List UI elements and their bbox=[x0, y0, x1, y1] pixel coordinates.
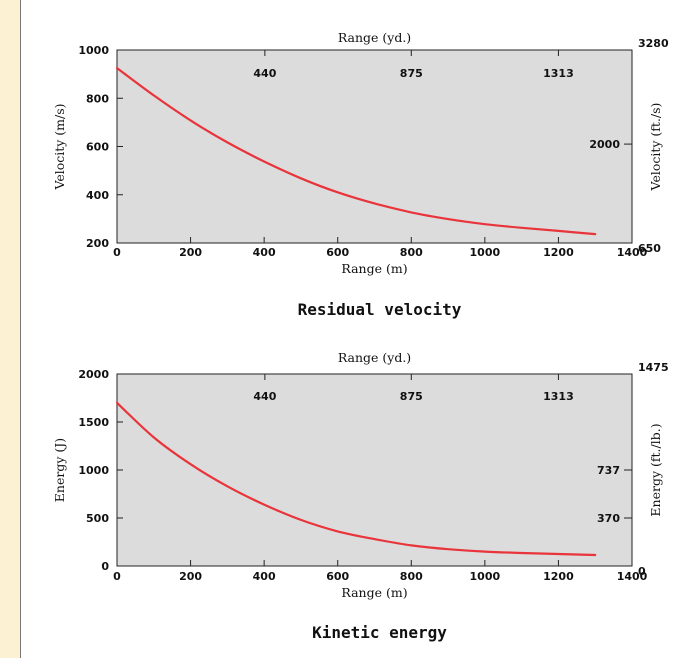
x-tick-label: 200 bbox=[179, 570, 202, 583]
top-axis-title: Range (yd.) bbox=[338, 350, 411, 365]
y-tick-label: 2000 bbox=[78, 368, 109, 381]
y-tick-label: 400 bbox=[86, 189, 109, 202]
x-axis-title: Range (m) bbox=[341, 585, 407, 600]
top-tick-label: 440 bbox=[253, 390, 276, 403]
right-tick-label: 1475 bbox=[638, 361, 669, 374]
top-tick-label: 875 bbox=[400, 390, 423, 403]
y-tick-label: 600 bbox=[86, 141, 109, 154]
right-tick-label: 370 bbox=[597, 512, 620, 525]
y-axis-title: Energy (J) bbox=[52, 438, 67, 502]
top-tick-label: 440 bbox=[253, 67, 276, 80]
x-tick-label: 0 bbox=[113, 570, 121, 583]
y-tick-label: 800 bbox=[86, 92, 109, 105]
y-tick-label: 1000 bbox=[78, 464, 109, 477]
right-tick-label: 737 bbox=[597, 464, 620, 477]
top-axis-title: Range (yd.) bbox=[338, 30, 411, 45]
x-tick-label: 600 bbox=[326, 246, 349, 259]
x-tick-label: 200 bbox=[179, 246, 202, 259]
y-tick-label: 1000 bbox=[78, 44, 109, 57]
x-tick-label: 1200 bbox=[543, 246, 574, 259]
series-line bbox=[115, 67, 597, 236]
x-tick-label: 1200 bbox=[543, 570, 574, 583]
x-tick-label: 600 bbox=[326, 570, 349, 583]
chart-1: 0 200 400 600 800 1000 1200 1400 200 400 600 800 100… bbox=[52, 30, 669, 319]
x-tick-label: 400 bbox=[253, 246, 276, 259]
y-tick-label: 1500 bbox=[78, 416, 109, 429]
top-tick-label: 875 bbox=[400, 67, 423, 80]
y-axis-title: Velocity (m/s) bbox=[52, 103, 67, 190]
x-tick-label: 800 bbox=[400, 246, 423, 259]
x-tick-label: 1400 bbox=[617, 246, 648, 259]
right-tick-label: 3280 bbox=[638, 37, 669, 50]
chart-title: Residual velocity bbox=[298, 300, 462, 319]
right-tick-label: 2000 bbox=[589, 138, 620, 151]
plot-area bbox=[116, 49, 633, 244]
top-tick-label: 1313 bbox=[543, 390, 574, 403]
chart-title: Kinetic energy bbox=[312, 623, 447, 642]
x-axis-title: Range (m) bbox=[341, 261, 407, 276]
y-tick-label: 200 bbox=[86, 237, 109, 250]
x-tick-label: 400 bbox=[253, 570, 276, 583]
x-tick-label: 800 bbox=[400, 570, 423, 583]
x-tick-label: 1400 bbox=[617, 570, 648, 583]
right-tick-label: 0 bbox=[638, 565, 646, 578]
x-tick-label: 0 bbox=[113, 246, 121, 259]
y-tick-label: 500 bbox=[86, 512, 109, 525]
plot-area bbox=[116, 373, 633, 567]
x-tick-label: 1000 bbox=[470, 570, 501, 583]
right-axis-title: Velocity (ft./s) bbox=[648, 103, 663, 192]
right-axis-title: Energy (ft./lb.) bbox=[648, 423, 663, 516]
right-tick-label: 650 bbox=[638, 242, 661, 255]
series-line bbox=[115, 401, 597, 557]
top-tick-label: 1313 bbox=[543, 67, 574, 80]
x-tick-label: 1000 bbox=[470, 246, 501, 259]
chart-2: 0 200 400 600 800 1000 1200 1400050010001500200… bbox=[52, 350, 669, 642]
y-tick-label: 0 bbox=[101, 560, 109, 573]
